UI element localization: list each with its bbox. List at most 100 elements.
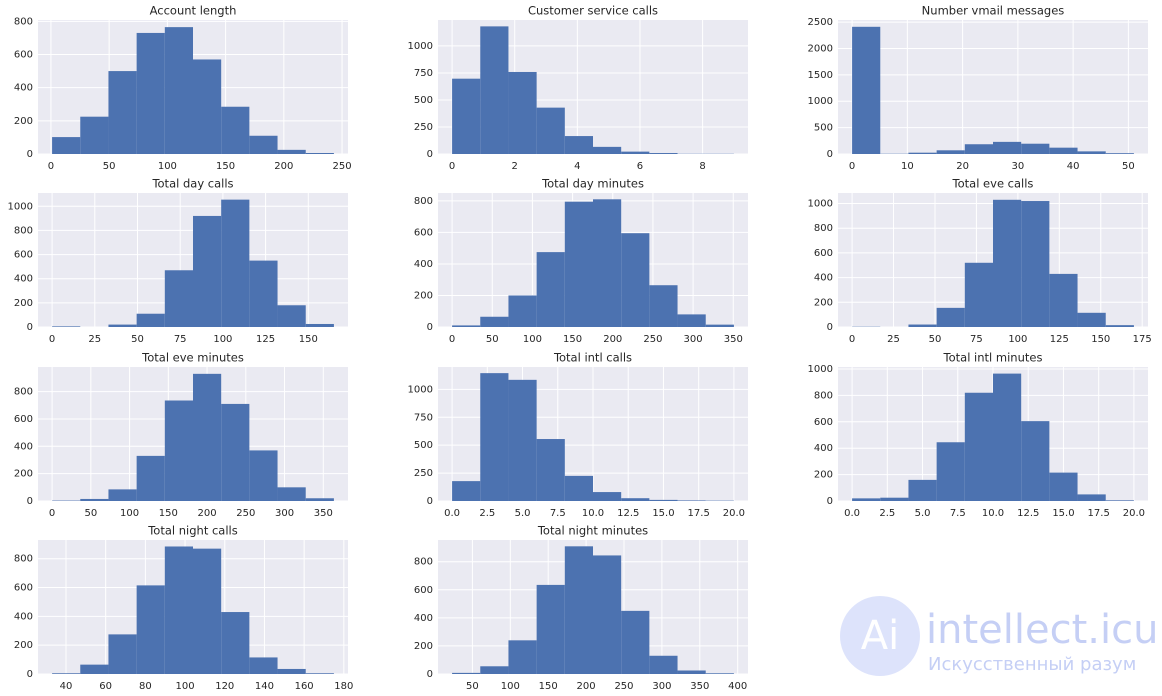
chart-title: Total intl minutes [943,351,1043,365]
bar [936,150,965,154]
bar [277,487,306,501]
bar [249,450,278,501]
y-tick-label: 600 [14,583,33,594]
y-tick-label: 600 [814,417,833,428]
x-tick-label: 50 [1122,161,1135,172]
bar [936,442,965,501]
x-tick-label: 150 [539,681,558,692]
y-tick-label: 400 [14,611,33,622]
y-tick-label: 0 [827,496,833,507]
x-tick-label: 140 [255,681,274,692]
y-tick-label: 200 [14,640,33,651]
y-tick-label: 800 [14,387,33,398]
chart-title: Total eve calls [952,177,1034,191]
x-tick-label: 100 [176,681,195,692]
bar [508,640,537,674]
bar [164,400,193,501]
y-tick-label: 750 [414,412,433,423]
bar [277,668,306,674]
x-tick-label: 0 [849,161,855,172]
x-tick-label: 25 [88,334,101,345]
x-tick-label: 0 [49,508,55,519]
x-tick-label: 50 [84,508,97,519]
x-tick-label: 350 [724,334,743,345]
bar [1049,147,1078,154]
bar [1077,312,1106,327]
y-tick-label: 0 [27,669,33,680]
x-tick-label: 400 [728,681,747,692]
bar [1021,143,1050,154]
bar [249,260,278,327]
bar [305,153,334,154]
bar [852,498,881,501]
bar [1077,151,1106,154]
bar [508,379,537,501]
y-tick-label: 2500 [808,17,833,28]
y-tick-label: 800 [414,196,433,207]
x-tick-label: 0 [49,334,55,345]
x-tick-label: 12.5 [1017,508,1039,519]
bar [108,489,137,501]
y-tick-label: 0 [427,149,433,160]
y-tick-label: 400 [414,259,433,270]
bar [677,314,706,327]
bar [536,252,565,327]
bar [677,670,706,674]
x-tick-label: 10.0 [582,508,604,519]
x-tick-label: 17.5 [1088,508,1110,519]
bar [536,439,565,501]
x-tick-label: 5.0 [915,508,931,519]
bar [480,666,509,674]
y-tick-label: 800 [814,390,833,401]
x-tick-label: 0 [449,334,455,345]
bar [80,116,109,154]
bar [221,106,250,154]
bar [249,657,278,674]
x-tick-label: 180 [334,681,353,692]
y-tick-label: 250 [414,122,433,133]
bar [621,233,650,327]
bar [536,584,565,674]
x-tick-label: 25 [887,334,900,345]
plot-area [838,20,1148,154]
x-tick-label: 15.0 [652,508,674,519]
bar [249,135,278,154]
bar [564,136,593,154]
x-tick-label: 200 [274,161,293,172]
y-tick-label: 1000 [808,198,833,209]
bar [193,215,222,327]
x-tick-label: 2 [512,161,518,172]
bar [136,32,165,155]
y-tick-label: 750 [414,68,433,79]
bar [277,149,306,154]
bar [1049,472,1078,501]
bar [1105,153,1134,154]
x-tick-label: 250 [236,508,255,519]
bar [649,285,678,327]
y-tick-label: 400 [814,443,833,454]
y-tick-label: 800 [14,225,33,236]
y-tick-label: 800 [14,554,33,565]
x-tick-label: 125 [1050,334,1069,345]
x-tick-label: 350 [314,508,333,519]
y-tick-label: 1500 [808,70,833,81]
bar [993,199,1022,327]
y-tick-label: 800 [414,557,433,568]
x-tick-label: 125 [256,334,275,345]
x-tick-label: 175 [1133,334,1152,345]
bar [593,199,622,327]
bar [193,59,222,154]
bar [508,295,537,327]
bar [52,673,81,674]
chart-title: Total day calls [151,177,233,191]
bar [108,634,137,674]
bar [221,612,250,674]
watermark-logo [840,596,920,676]
bar [852,26,881,154]
bar [880,497,909,501]
y-tick-label: 400 [414,613,433,624]
y-tick-label: 1000 [808,96,833,107]
x-tick-label: 300 [652,681,671,692]
x-tick-label: 250 [614,681,633,692]
bar [452,325,481,327]
